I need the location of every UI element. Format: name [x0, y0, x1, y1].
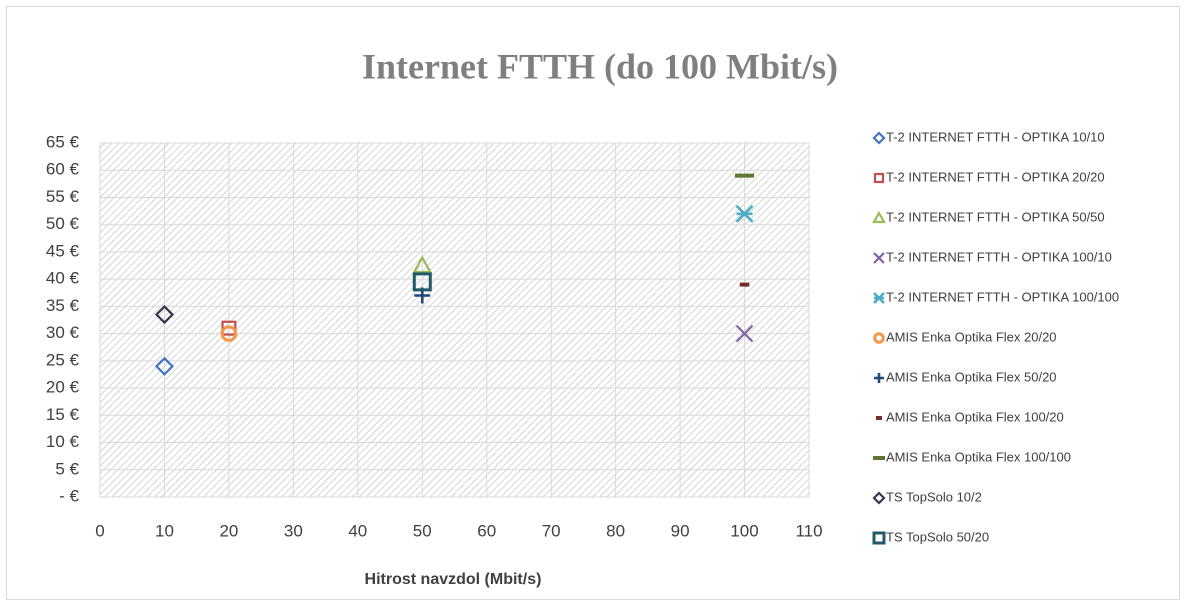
x-tick-label: 20: [219, 521, 238, 540]
marker: [872, 531, 886, 545]
legend-label: TS TopSolo 10/2: [886, 489, 982, 504]
marker-part: [872, 131, 886, 145]
marker-part: [412, 272, 432, 292]
x-tick-label: 30: [284, 521, 303, 540]
marker-part: [220, 325, 238, 342]
marker: [873, 332, 885, 344]
marker-part: [735, 204, 754, 223]
legend-label: T-2 INTERNET FTTH - OPTIKA 50/50: [886, 209, 1105, 224]
marker: [872, 210, 886, 224]
legend-label: AMIS Enka Optika Flex 100/100: [886, 449, 1071, 464]
legend-label: TS TopSolo 50/20: [886, 529, 989, 544]
x-tick-label: 40: [348, 521, 367, 540]
legend-label: T-2 INTERNET FTTH - OPTIKA 10/10: [886, 129, 1105, 144]
marker-part: [873, 292, 885, 304]
marker: [735, 324, 754, 343]
y-tick-label: 5 €: [55, 459, 79, 478]
marker: [873, 172, 885, 184]
legend-label: T-2 INTERNET FTTH - OPTIKA 20/20: [886, 169, 1105, 184]
marker: [874, 373, 884, 383]
marker: [154, 356, 175, 376]
y-tick-label: 60 €: [46, 160, 80, 179]
x-tick-label: 90: [671, 521, 690, 540]
x-tick-label: 0: [95, 521, 104, 540]
marker-part: [221, 320, 237, 336]
marker-part: [874, 373, 884, 383]
y-tick-label: 25 €: [46, 350, 80, 369]
marker: [872, 131, 886, 145]
marker: [873, 252, 885, 264]
marker: [220, 325, 238, 342]
y-tick-label: 35 €: [46, 296, 80, 315]
y-tick-label: 10 €: [46, 432, 80, 451]
marker: [412, 272, 432, 292]
marker-part: [873, 252, 885, 264]
legend-label: AMIS Enka Optika Flex 20/20: [886, 329, 1057, 344]
legend-label: T-2 INTERNET FTTH - OPTIKA 100/10: [886, 249, 1112, 264]
x-tick-label: 80: [606, 521, 625, 540]
y-tick-label: 15 €: [46, 405, 80, 424]
x-tick-label: 100: [730, 521, 758, 540]
chart-title: Internet FTTH (do 100 Mbit/s): [362, 46, 838, 86]
marker-part: [872, 210, 886, 224]
y-tick-label: 40 €: [46, 269, 80, 288]
legend-label: AMIS Enka Optika Flex 50/20: [886, 369, 1057, 384]
x-tick-label: 10: [155, 521, 174, 540]
marker-part: [412, 255, 433, 274]
marker-part: [154, 304, 175, 325]
x-tick-label: 60: [477, 521, 496, 540]
marker-part: [873, 332, 885, 344]
y-tick-label: 50 €: [46, 214, 80, 233]
marker: [412, 255, 433, 274]
marker-part: [735, 324, 754, 343]
y-tick-label: 30 €: [46, 323, 80, 342]
y-tick-label: 65 €: [46, 132, 80, 151]
marker: [221, 320, 237, 336]
y-tick-label: 45 €: [46, 241, 80, 260]
marker-part: [872, 531, 886, 545]
plot-area: [100, 143, 809, 497]
marker: [873, 292, 885, 304]
y-tick-label: 20 €: [46, 378, 80, 397]
marker: [154, 304, 175, 325]
marker-part: [872, 491, 886, 505]
marker-part: [873, 172, 885, 184]
y-tick-label: - €: [59, 486, 79, 505]
y-tick-label: 55 €: [46, 187, 80, 206]
x-tick-label: 110: [795, 521, 822, 540]
x-axis-label: Hitrost navzdol (Mbit/s): [365, 571, 542, 588]
x-tick-label: 70: [542, 521, 561, 540]
legend-label: AMIS Enka Optika Flex 100/20: [886, 409, 1064, 424]
x-tick-label: 50: [413, 521, 432, 540]
marker-part: [154, 356, 175, 376]
legend-label: T-2 INTERNET FTTH - OPTIKA 100/100: [886, 289, 1119, 304]
marker: [872, 491, 886, 505]
marker: [735, 204, 754, 223]
